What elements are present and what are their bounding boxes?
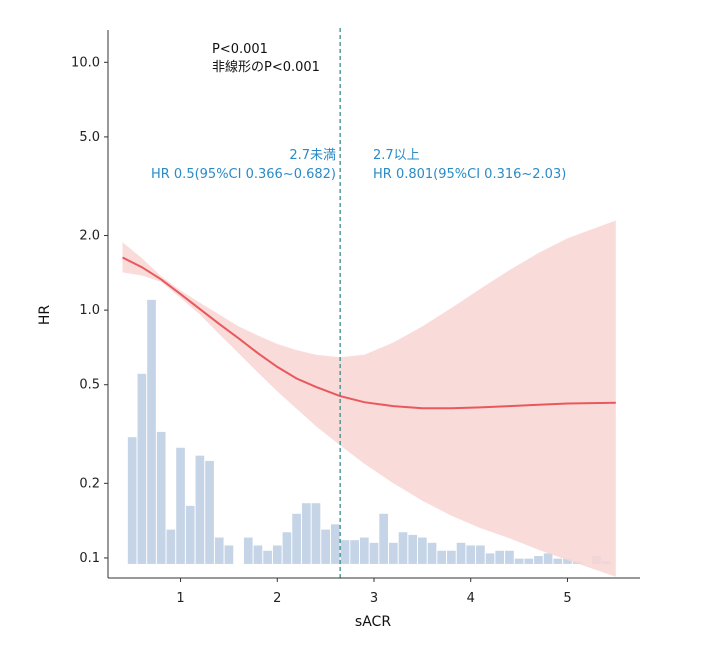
- histogram-bar: [505, 550, 514, 564]
- histogram-bar: [350, 540, 359, 564]
- histogram-bar: [147, 299, 156, 564]
- hr-curve: [122, 256, 616, 410]
- histogram-bar: [437, 550, 447, 564]
- x-axis-title: sACR: [355, 614, 391, 630]
- histogram-bar: [272, 545, 282, 564]
- histogram-bar: [253, 545, 263, 564]
- confidence-band: [122, 220, 616, 577]
- histogram-bar: [398, 532, 408, 564]
- left-group-title: 2.7未満: [289, 148, 336, 163]
- histogram-bar: [263, 550, 272, 564]
- histogram-bar: [408, 534, 418, 564]
- histogram-bar: [466, 545, 476, 564]
- histogram-bar: [543, 553, 553, 564]
- histogram-bar: [359, 537, 369, 564]
- histogram-bar: [553, 558, 563, 564]
- histogram-bar: [301, 503, 311, 564]
- y-axis-ticks: 0.1 0.2 0.5 1.0 2.0 5.0 10.0: [71, 55, 108, 566]
- histogram-bar: [514, 558, 524, 564]
- histogram-bar: [476, 545, 485, 564]
- histogram-bar: [205, 460, 214, 564]
- histogram-bar: [127, 437, 137, 564]
- histogram-bar: [369, 542, 379, 564]
- histogram-bars: [127, 299, 611, 564]
- histogram-bar: [195, 455, 205, 564]
- histogram-bar: [418, 537, 427, 564]
- right-group-title: 2.7以上: [373, 148, 420, 163]
- x-tick-label: 1: [176, 591, 184, 606]
- histogram-bar: [330, 524, 340, 564]
- histogram-bar: [282, 532, 292, 564]
- y-tick-label: 0.5: [79, 378, 100, 393]
- histogram-bar: [166, 529, 176, 564]
- histogram-bar: [214, 537, 224, 564]
- histogram-bar: [495, 550, 505, 564]
- y-tick-label: 5.0: [79, 130, 100, 145]
- histogram-bar: [524, 558, 534, 564]
- p-nonlinear-annotation: 非線形のP<0.001: [212, 59, 320, 75]
- y-tick-label: 0.2: [79, 476, 100, 491]
- histogram-bar: [243, 537, 253, 564]
- histogram-bar: [485, 553, 495, 564]
- histogram-bar: [311, 503, 321, 564]
- histogram-bar: [321, 529, 330, 564]
- y-tick-label: 0.1: [79, 551, 100, 566]
- y-tick-label: 2.0: [79, 229, 100, 244]
- x-tick-label: 4: [467, 591, 475, 606]
- histogram-bar: [292, 513, 301, 564]
- p-overall-annotation: P<0.001: [212, 42, 268, 57]
- x-tick-label: 2: [273, 591, 281, 606]
- x-axis-ticks: 1 2 3 4 5: [176, 578, 572, 606]
- x-tick-label: 3: [370, 591, 378, 606]
- histogram-bar: [156, 431, 166, 564]
- histogram-bar: [340, 540, 350, 564]
- histogram-bar: [456, 542, 466, 564]
- histogram-bar: [389, 542, 398, 564]
- histogram-bar: [447, 550, 456, 564]
- histogram-bar: [224, 545, 234, 564]
- y-tick-label: 10.0: [71, 55, 100, 70]
- x-tick-label: 5: [563, 591, 571, 606]
- histogram-bar: [427, 542, 437, 564]
- right-group-detail: HR 0.801(95%CI 0.316~2.03): [373, 167, 566, 182]
- y-tick-label: 1.0: [79, 303, 100, 318]
- histogram-bar: [534, 556, 543, 564]
- y-axis-title: HR: [37, 305, 53, 326]
- left-group-detail: HR 0.5(95%CI 0.366~0.682): [151, 167, 336, 182]
- histogram-bar: [137, 373, 147, 564]
- histogram-bar: [176, 447, 185, 564]
- histogram-bar: [563, 558, 572, 564]
- histogram-bar: [185, 505, 195, 564]
- histogram-bar: [379, 513, 389, 564]
